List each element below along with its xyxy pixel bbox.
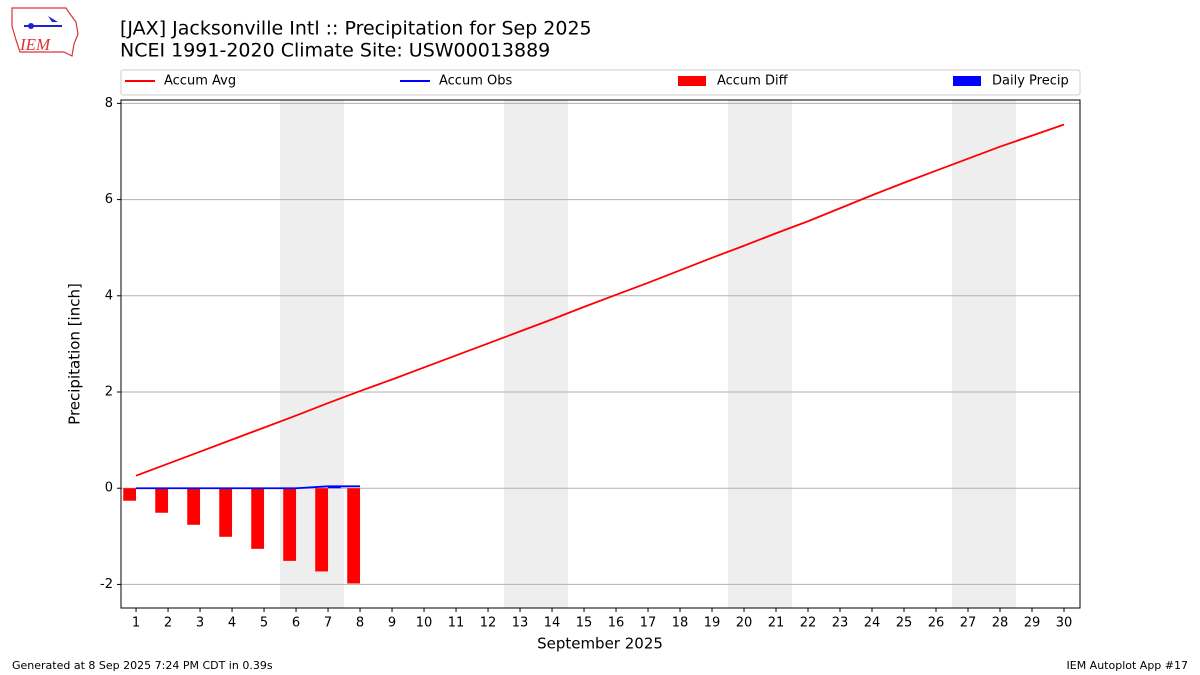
legend-swatch [953,76,981,86]
bar [347,488,361,584]
bar [187,488,201,525]
x-tick-label: 5 [260,616,268,631]
logo-text: IEM [19,35,51,54]
legend-box [120,69,1081,96]
x-tick-label: 6 [292,616,300,631]
x-tick-label: 3 [196,616,204,631]
x-tick-label: 20 [736,616,753,631]
chart-title: [JAX] Jacksonville Intl :: Precipitation… [120,18,592,40]
line [136,485,361,490]
weekend-shade [952,100,1017,608]
x-tick-label: 29 [1024,616,1041,631]
x-tick-label: 28 [992,616,1009,631]
legend-label: Accum Diff [717,74,789,89]
chart-subtitle: NCEI 1991-2020 Climate Site: USW00013889 [120,40,550,62]
x-axis-label: September 2025 [537,635,663,653]
logo-outline [11,7,79,57]
x-tick-label: 11 [448,616,465,631]
x-tick-label: 25 [896,616,913,631]
x-tick-label: 1 [132,616,140,631]
x-tick-label: 16 [608,616,625,631]
bar [123,488,137,501]
legend-label: Accum Obs [439,74,512,89]
legend-label: Accum Avg [164,74,236,89]
line [135,123,1065,477]
y-tick-label: 4 [105,288,113,303]
x-tick-label: 21 [768,616,785,631]
x-tick-label: 19 [704,616,721,631]
bar [155,488,169,513]
bar [251,488,265,549]
plot-frame [120,99,1081,609]
x-tick-label: 18 [672,616,689,631]
x-tick-label: 10 [416,616,433,631]
y-tick-label: 6 [105,192,113,207]
x-tick-label: 8 [356,616,364,631]
logo: IEM [11,7,79,57]
x-tick-label: 15 [576,616,593,631]
x-tick-label: 24 [864,616,881,631]
legend-label: Daily Precip [992,74,1069,89]
x-tick-label: 9 [388,616,396,631]
y-tick-label: -2 [100,577,113,592]
y-tick-label: 8 [105,96,113,111]
bar [328,486,341,489]
bar [219,488,233,537]
y-tick-label: 2 [105,385,113,400]
x-tick-label: 26 [928,616,945,631]
logo-dot [28,23,34,29]
footer-left: Generated at 8 Sep 2025 7:24 PM CDT in 0… [12,659,273,672]
y-tick-label: 0 [105,481,113,496]
x-tick-label: 22 [800,616,817,631]
x-tick-label: 2 [164,616,172,631]
bar [315,488,329,572]
x-tick-label: 23 [832,616,849,631]
weekend-shade [504,100,569,608]
x-tick-label: 30 [1056,616,1073,631]
legend-swatch [678,76,706,86]
weekend-shade [728,100,793,608]
x-tick-label: 12 [480,616,497,631]
y-axis-label: Precipitation [inch] [66,283,84,425]
x-tick-label: 27 [960,616,977,631]
footer-right: IEM Autoplot App #17 [1067,659,1189,672]
x-tick-label: 7 [324,616,332,631]
logo-vane [48,16,58,22]
x-tick-label: 17 [640,616,657,631]
bar [283,488,297,561]
x-tick-label: 4 [228,616,236,631]
x-tick-label: 14 [544,616,561,631]
x-tick-label: 13 [512,616,529,631]
